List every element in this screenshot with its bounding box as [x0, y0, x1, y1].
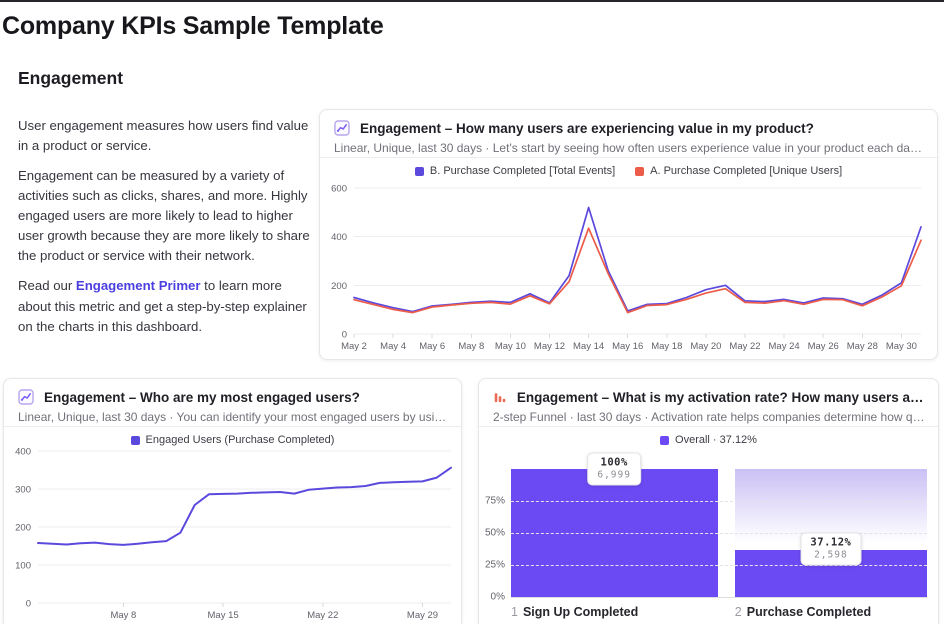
legend-item-total-events[interactable]: B. Purchase Completed [Total Events]	[414, 165, 616, 177]
svg-text:600: 600	[331, 184, 347, 195]
funnel-gridline	[511, 565, 927, 566]
svg-text:May 24: May 24	[769, 341, 800, 352]
step-name: Sign Up Completed	[522, 605, 639, 619]
legend-label: Overall · 37.12%	[675, 434, 757, 446]
line-chart-most-engaged-users: 0 100 200 300 400 May 8 May 15 May 22 May 29	[15, 447, 452, 621]
card3-subtitle: 2-step Funnel · last 30 days · Activatio…	[493, 410, 928, 424]
card1-subtitle: Linear, Unique, last 30 days · Let's sta…	[334, 141, 927, 155]
svg-text:May 20: May 20	[690, 341, 721, 352]
card3-divider	[479, 426, 938, 427]
card2-header: Engagement – Who are my most engaged use…	[18, 389, 451, 405]
step-number: 2	[734, 605, 742, 619]
legend-item-unique-users[interactable]: A. Purchase Completed [Unique Users]	[635, 165, 842, 177]
tooltip-percent: 37.12%	[810, 536, 852, 549]
card2-title[interactable]: Engagement – Who are my most engaged use…	[44, 389, 360, 405]
svg-text:May 28: May 28	[847, 341, 878, 352]
svg-text:May 12: May 12	[534, 341, 565, 352]
funnel-plot: 100% 6,999 37.12% 2,598 75% 50% 25% 0%	[485, 452, 927, 603]
card1-title[interactable]: Engagement – How many users are experien…	[360, 120, 814, 136]
step-name: Purchase Completed	[746, 605, 872, 619]
card3-title[interactable]: Engagement – What is my activation rate?…	[516, 389, 928, 405]
svg-text:0: 0	[342, 330, 347, 341]
svg-text:May 6: May 6	[419, 341, 445, 352]
legend-swatch-purple	[130, 435, 140, 445]
page-title: Company KPIs Sample Template	[2, 12, 384, 40]
card2-subtitle: Linear, Unique, last 30 days · You can i…	[18, 410, 451, 424]
card3-header: Engagement – What is my activation rate?…	[493, 389, 928, 405]
svg-text:May 26: May 26	[808, 341, 839, 352]
card1-divider	[320, 157, 937, 158]
funnel-y-axis-label: 25%	[484, 559, 505, 571]
svg-text:May 30: May 30	[886, 341, 917, 352]
intro-paragraph-1: User engagement measures how users find …	[18, 118, 309, 154]
legend-swatch-purple	[414, 166, 424, 176]
legend-swatch-purple	[660, 435, 670, 445]
svg-text:May 15: May 15	[208, 610, 239, 621]
funnel-tooltip-signup: 100% 6,999	[587, 452, 641, 486]
intro-paragraph-3: Read our Engagement Primer to learn more…	[18, 276, 318, 336]
funnel-gridline	[511, 533, 927, 534]
chart-card-experiencing-value: Engagement – How many users are experien…	[319, 109, 938, 360]
svg-text:400: 400	[331, 232, 347, 243]
svg-text:100: 100	[15, 561, 31, 572]
funnel-tooltip-purchase: 37.12% 2,598	[800, 532, 862, 566]
svg-text:May 22: May 22	[307, 610, 338, 621]
svg-text:200: 200	[15, 523, 31, 534]
funnel-step-1-label: 1 Sign Up Completed	[511, 605, 638, 619]
legend-swatch-red	[635, 166, 645, 176]
svg-text:May 10: May 10	[495, 341, 526, 352]
tooltip-percent: 100%	[600, 456, 628, 469]
funnel-y-axis-label: 50%	[484, 527, 505, 539]
funnel-y-axis-label: 0%	[490, 591, 505, 603]
funnel-gridline	[511, 501, 927, 502]
window-top-edge	[0, 0, 944, 2]
svg-text:May 8: May 8	[458, 341, 484, 352]
svg-text:May 2: May 2	[341, 341, 367, 352]
legend-label: B. Purchase Completed [Total Events]	[429, 165, 616, 177]
card1-legend: B. Purchase Completed [Total Events] A. …	[320, 165, 937, 177]
engagement-primer-link[interactable]: Engagement Primer	[75, 278, 201, 294]
section-title-engagement: Engagement	[18, 68, 124, 88]
chart-card-most-engaged-users: Engagement – Who are my most engaged use…	[3, 378, 462, 624]
svg-text:May 16: May 16	[612, 341, 643, 352]
svg-text:0: 0	[26, 599, 31, 610]
card1-header: Engagement – How many users are experien…	[334, 120, 927, 136]
engagement-description: User engagement measures how users find …	[18, 116, 318, 347]
tooltip-count: 6,999	[597, 469, 631, 481]
svg-text:400: 400	[15, 447, 31, 458]
funnel-y-axis-label: 75%	[484, 495, 505, 507]
line-chart-experiencing-value: 0 200 400 600 May 2 May 4 May 6 May 8 May 10 May …	[331, 184, 922, 352]
card3-legend: Overall · 37.12%	[479, 434, 938, 446]
tooltip-count: 2,598	[814, 549, 848, 561]
svg-text:300: 300	[15, 485, 31, 496]
line-chart-icon	[18, 389, 34, 405]
intro-paragraph-3-pre: Read our	[18, 278, 76, 294]
step-number: 1	[511, 605, 518, 619]
svg-text:May 18: May 18	[651, 341, 682, 352]
card2-divider	[4, 426, 461, 427]
svg-text:200: 200	[331, 281, 347, 292]
legend-label: A. Purchase Completed [Unique Users]	[650, 165, 843, 177]
svg-text:May 8: May 8	[110, 610, 136, 621]
line-chart-icon	[334, 120, 350, 136]
legend-label: Engaged Users (Purchase Completed)	[145, 434, 335, 446]
legend-item-overall[interactable]: Overall · 37.12%	[660, 434, 757, 446]
funnel-step-2-label: 2 Purchase Completed	[735, 605, 871, 619]
card2-legend: Engaged Users (Purchase Completed)	[4, 434, 461, 446]
svg-text:May 4: May 4	[380, 341, 406, 352]
svg-text:May 29: May 29	[407, 610, 438, 621]
legend-item-engaged-users[interactable]: Engaged Users (Purchase Completed)	[130, 434, 335, 446]
svg-text:May 14: May 14	[573, 341, 604, 352]
chart-card-activation-rate: Engagement – What is my activation rate?…	[478, 378, 939, 624]
intro-paragraph-2: Engagement can be measured by a variety …	[18, 168, 310, 264]
intro-paragraph-3-post: to learn more about this metric and get …	[18, 278, 307, 334]
svg-text:May 22: May 22	[729, 341, 760, 352]
funnel-icon	[494, 393, 506, 403]
